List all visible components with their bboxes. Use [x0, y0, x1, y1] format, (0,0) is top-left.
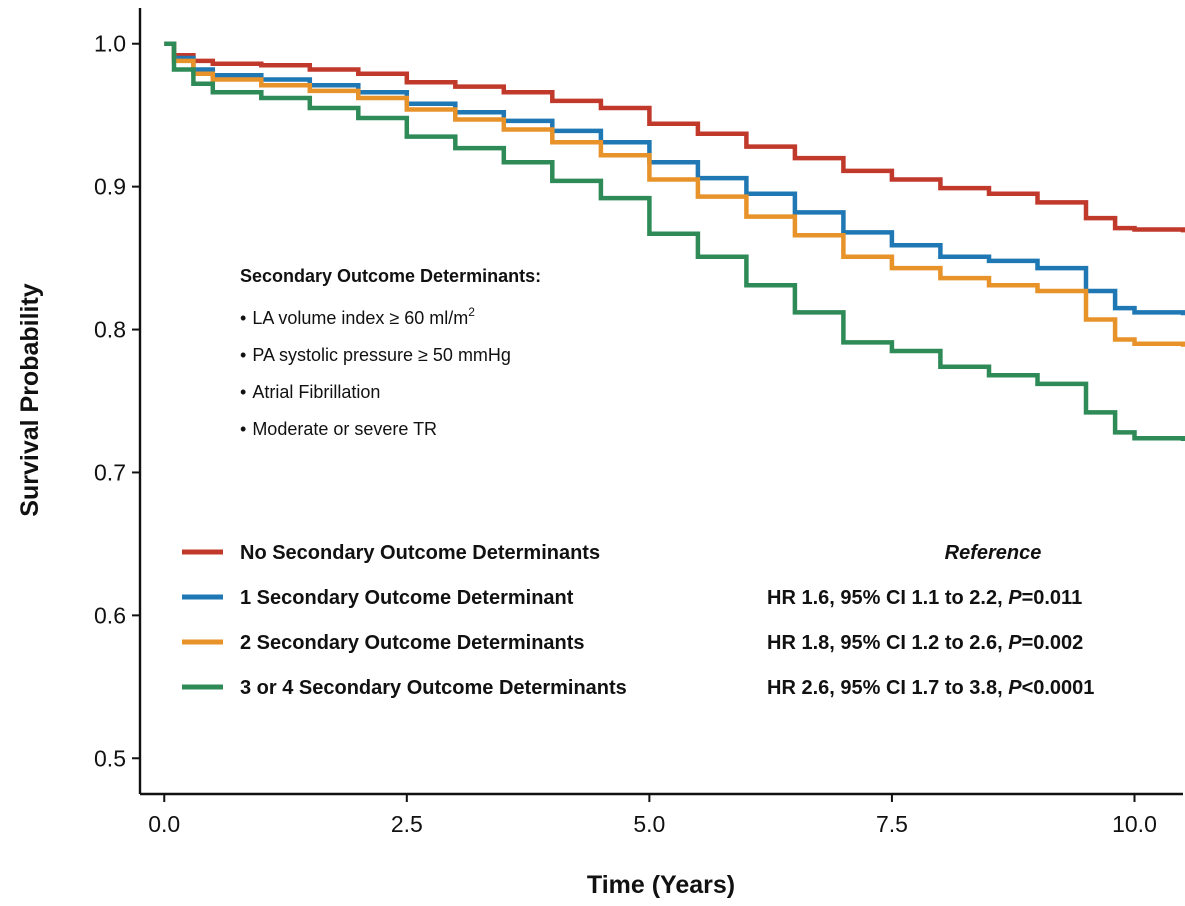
annotation-item: • LA volume index ≥ 60 ml/m2 — [240, 305, 475, 328]
stat-prefix: HR 1.6, 95% CI 1.1 to 2.2, — [767, 587, 1008, 609]
annotation-item: • Moderate or severe TR — [240, 419, 437, 439]
y-axis-title: Survival Probability — [16, 283, 44, 517]
legend-label-4: 3 or 4 Secondary Outcome Determinants — [240, 677, 627, 699]
x-tick-label: 2.5 — [391, 811, 423, 837]
y-tick-label: 0.6 — [94, 602, 126, 628]
x-tick-label: 10.0 — [1112, 811, 1157, 837]
stat-p-value: =0.002 — [1022, 632, 1084, 654]
annotation-item-text: PA systolic pressure ≥ 50 mmHg — [252, 345, 511, 365]
x-tick-label: 0.0 — [148, 811, 180, 837]
annotation-superscript: 2 — [468, 305, 475, 319]
x-tick-label: 5.0 — [633, 811, 665, 837]
annotation-item: • PA systolic pressure ≥ 50 mmHg — [240, 345, 511, 365]
legend-stat-4: HR 2.6, 95% CI 1.7 to 3.8, P<0.0001 — [767, 677, 1094, 699]
series-layer — [164, 41, 1185, 441]
x-axis-title: Time (Years) — [587, 871, 735, 899]
legend-stat-2: HR 1.6, 95% CI 1.1 to 2.2, P=0.011 — [767, 587, 1082, 609]
series-line-4 — [164, 41, 1185, 441]
legend-stat-3: HR 1.8, 95% CI 1.2 to 2.6, P=0.002 — [767, 632, 1083, 654]
annotation-item-text: Atrial Fibrillation — [252, 382, 380, 402]
stat-p-symbol: P — [1008, 632, 1022, 654]
legend-label-1: No Secondary Outcome Determinants — [240, 542, 600, 564]
y-axis-ticks: 0.5 0.6 0.7 0.8 0.9 1.0 — [94, 31, 140, 771]
y-tick-label: 0.8 — [94, 317, 126, 343]
y-tick-label: 0.7 — [94, 459, 126, 485]
legend: No Secondary Outcome Determinants Referen… — [182, 542, 1094, 699]
stat-p-value: =0.011 — [1022, 587, 1083, 609]
annotation-items: • LA volume index ≥ 60 ml/m2 • PA systolic … — [240, 305, 511, 439]
series-line-1 — [164, 41, 1185, 233]
stat-p-value: <0.0001 — [1022, 677, 1095, 699]
x-axis-ticks: 0.0 2.5 5.0 7.5 10.0 — [148, 794, 1157, 837]
series-line-3 — [164, 41, 1185, 347]
bullet-glyph: • — [240, 382, 246, 402]
y-tick-label: 1.0 — [94, 31, 126, 57]
legend-label-3: 2 Secondary Outcome Determinants — [240, 632, 585, 654]
annotation-item-text: Moderate or severe TR — [252, 419, 437, 439]
annotation-item-text: LA volume index ≥ 60 ml/m — [252, 308, 468, 328]
y-tick-label: 0.5 — [94, 745, 126, 771]
stat-prefix: HR 2.6, 95% CI 1.7 to 3.8, — [767, 677, 1008, 699]
stat-p-symbol: P — [1008, 677, 1022, 699]
legend-label-2: 1 Secondary Outcome Determinant — [240, 587, 574, 609]
bullet-glyph: • — [240, 345, 246, 365]
bullet-glyph: • — [240, 308, 246, 328]
annotation-item: • Atrial Fibrillation — [240, 382, 380, 402]
y-tick-label: 0.9 — [94, 174, 126, 200]
x-tick-label: 7.5 — [876, 811, 908, 837]
stat-prefix: HR 1.8, 95% CI 1.2 to 2.6, — [767, 632, 1008, 654]
stat-p-symbol: P — [1008, 587, 1022, 609]
bullet-glyph: • — [240, 419, 246, 439]
annotation-title: Secondary Outcome Determinants: — [240, 266, 541, 286]
determinants-annotation: Secondary Outcome Determinants: • LA volu… — [240, 266, 541, 439]
legend-reference: Reference — [945, 542, 1042, 564]
